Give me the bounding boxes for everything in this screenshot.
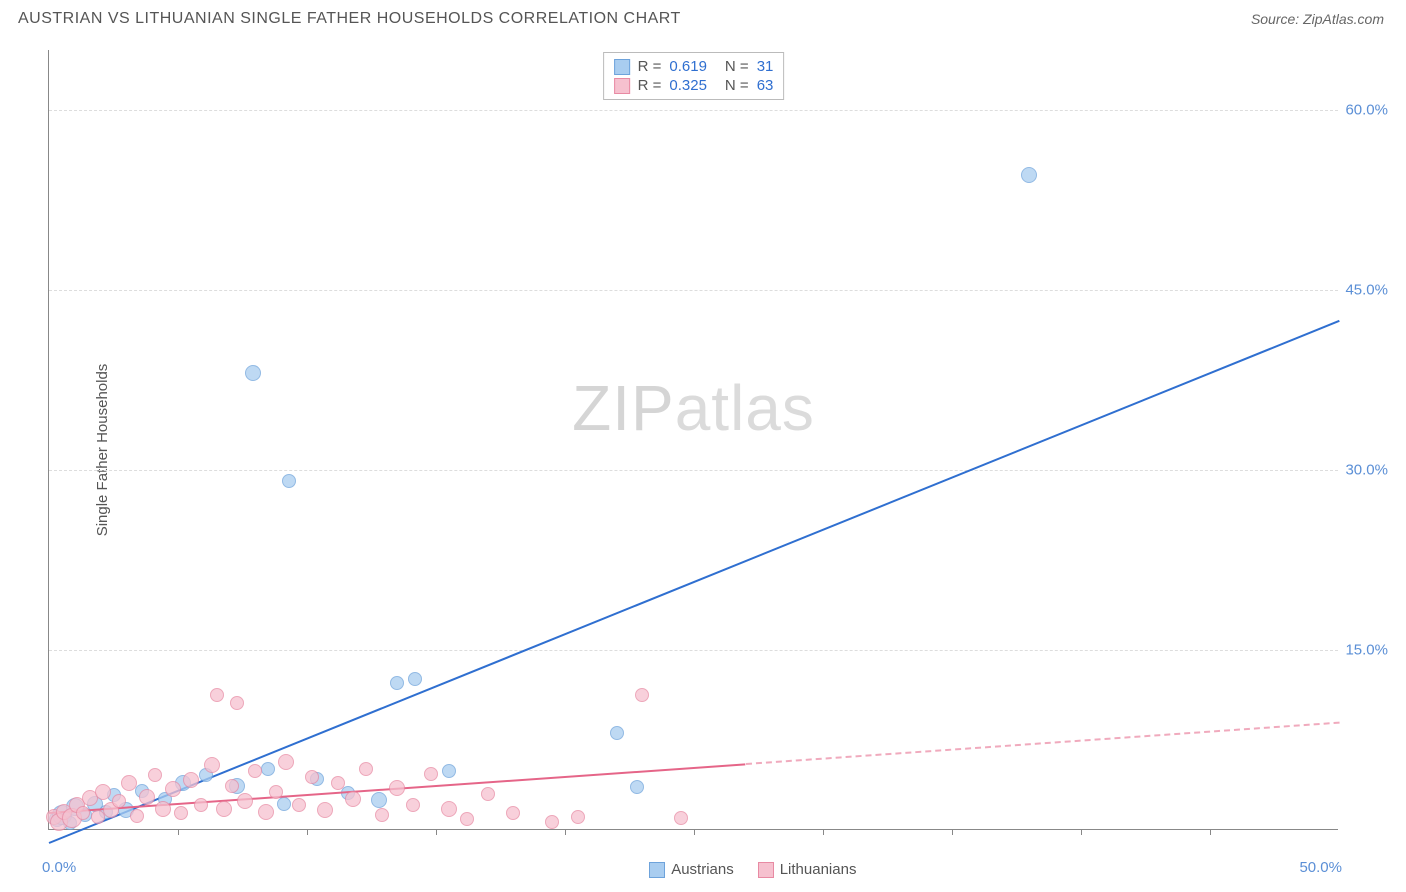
legend-swatch [649, 862, 665, 878]
data-point [317, 802, 333, 818]
data-point [76, 806, 90, 820]
data-point [194, 798, 208, 812]
data-point [371, 792, 387, 808]
data-point [1021, 167, 1037, 183]
x-tick [307, 829, 308, 835]
data-point [248, 764, 262, 778]
data-point [183, 772, 199, 788]
plot-area: ZIPatlas R = 0.619N = 31R = 0.325N = 63 … [48, 50, 1338, 830]
legend-swatch [614, 78, 630, 94]
data-point [571, 810, 585, 824]
gridline [49, 470, 1338, 471]
data-point [345, 791, 361, 807]
data-point [610, 726, 624, 740]
y-tick-label: 45.0% [1345, 282, 1388, 299]
data-point [258, 804, 274, 820]
x-axis-min: 0.0% [42, 859, 76, 876]
watermark: ZIPatlas [572, 371, 815, 445]
data-point [506, 806, 520, 820]
data-point [282, 474, 296, 488]
data-point [155, 801, 171, 817]
chart-source: Source: ZipAtlas.com [1251, 11, 1384, 27]
legend-swatch [758, 862, 774, 878]
data-point [216, 801, 232, 817]
data-point [245, 365, 261, 381]
legend-item: Lithuanians [758, 861, 857, 878]
data-point [261, 762, 275, 776]
data-point [139, 789, 155, 805]
data-point [441, 801, 457, 817]
data-point [424, 767, 438, 781]
data-point [225, 779, 239, 793]
gridline [49, 110, 1338, 111]
legend-item: Austrians [649, 861, 734, 878]
trend-line-austrians [49, 320, 1340, 844]
data-point [545, 815, 559, 829]
x-tick [694, 829, 695, 835]
x-tick [1081, 829, 1082, 835]
data-point [481, 787, 495, 801]
data-point [130, 809, 144, 823]
chart-container: Single Father Households ZIPatlas R = 0.… [48, 50, 1384, 850]
legend-row: R = 0.325N = 63 [614, 76, 774, 95]
x-tick [952, 829, 953, 835]
legend-row: R = 0.619N = 31 [614, 57, 774, 76]
y-tick-label: 60.0% [1345, 102, 1388, 119]
data-point [408, 672, 422, 686]
data-point [148, 768, 162, 782]
data-point [389, 780, 405, 796]
data-point [630, 780, 644, 794]
x-tick [565, 829, 566, 835]
data-point [230, 696, 244, 710]
data-point [359, 762, 373, 776]
data-point [277, 797, 291, 811]
data-point [305, 770, 319, 784]
gridline [49, 650, 1338, 651]
data-point [390, 676, 404, 690]
x-axis-max: 50.0% [1299, 859, 1342, 876]
data-point [112, 794, 126, 808]
data-point [442, 764, 456, 778]
data-point [174, 806, 188, 820]
legend-series: Austrians Lithuanians [649, 861, 856, 878]
data-point [165, 781, 181, 797]
data-point [331, 776, 345, 790]
data-point [204, 757, 220, 773]
data-point [375, 808, 389, 822]
x-tick [823, 829, 824, 835]
y-tick-label: 15.0% [1345, 642, 1388, 659]
data-point [460, 812, 474, 826]
data-point [406, 798, 420, 812]
y-tick-label: 30.0% [1345, 462, 1388, 479]
gridline [49, 290, 1338, 291]
data-point [237, 793, 253, 809]
data-point [269, 785, 283, 799]
data-point [674, 811, 688, 825]
chart-title: AUSTRIAN VS LITHUANIAN SINGLE FATHER HOU… [18, 10, 681, 28]
data-point [635, 688, 649, 702]
data-point [278, 754, 294, 770]
legend-swatch [614, 59, 630, 75]
data-point [292, 798, 306, 812]
legend-label: Austrians [671, 861, 734, 878]
x-tick [436, 829, 437, 835]
data-point [121, 775, 137, 791]
legend-correlation: R = 0.619N = 31R = 0.325N = 63 [603, 52, 785, 100]
trend-dash-lithuanians [746, 722, 1340, 765]
x-tick [1210, 829, 1211, 835]
x-tick [178, 829, 179, 835]
legend-label: Lithuanians [780, 861, 857, 878]
data-point [95, 784, 111, 800]
data-point [210, 688, 224, 702]
